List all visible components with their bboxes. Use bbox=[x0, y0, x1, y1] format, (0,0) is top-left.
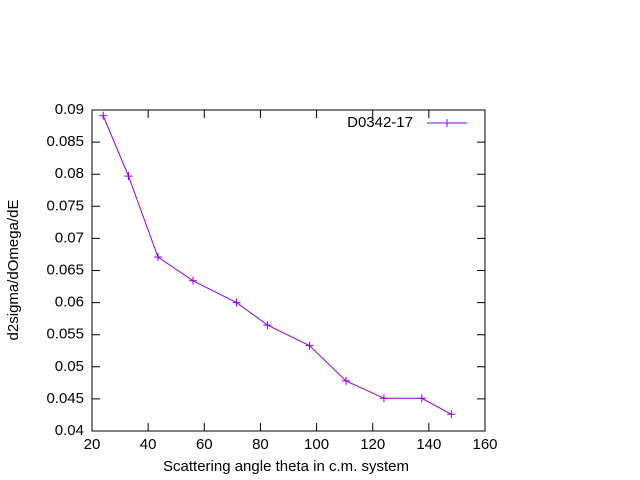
legend-label: D0342-17 bbox=[347, 114, 413, 131]
x-tick-label: 60 bbox=[196, 436, 213, 453]
data-point bbox=[447, 410, 456, 419]
y-axis-label: d2sigma/dOmega/dE bbox=[5, 200, 22, 341]
x-tick-label: 160 bbox=[472, 436, 497, 453]
y-tick-label: 0.065 bbox=[46, 261, 84, 278]
y-tick-label: 0.09 bbox=[55, 101, 84, 118]
data-point bbox=[124, 172, 133, 181]
data-point bbox=[417, 394, 426, 403]
x-tick-label: 40 bbox=[140, 436, 157, 453]
y-tick-label: 0.08 bbox=[55, 165, 84, 182]
legend-swatch bbox=[427, 119, 467, 127]
y-tick-label: 0.07 bbox=[55, 229, 84, 246]
data-point bbox=[263, 321, 272, 330]
x-tick-label: 100 bbox=[304, 436, 329, 453]
x-tick-label: 140 bbox=[416, 436, 441, 453]
y-tick-label: 0.085 bbox=[46, 133, 84, 150]
data-point bbox=[189, 276, 198, 285]
y-tick-label: 0.04 bbox=[55, 422, 84, 439]
x-tick-label: 20 bbox=[84, 436, 101, 453]
y-tick-label: 0.05 bbox=[55, 358, 84, 375]
data-point bbox=[342, 376, 351, 385]
data-point bbox=[153, 253, 162, 262]
plot-border bbox=[91, 109, 486, 432]
y-tick-label: 0.055 bbox=[46, 326, 84, 343]
x-tick-label: 80 bbox=[252, 436, 269, 453]
data-point bbox=[305, 341, 314, 350]
x-axis-label: Scattering angle theta in c.m. system bbox=[163, 458, 409, 475]
data-line bbox=[102, 115, 452, 415]
y-tick-label: 0.06 bbox=[55, 294, 84, 311]
y-tick-label: 0.045 bbox=[46, 390, 84, 407]
data-point bbox=[99, 111, 108, 120]
y-tick-label: 0.075 bbox=[46, 197, 84, 214]
x-tick-label: 120 bbox=[360, 436, 385, 453]
data-point bbox=[379, 394, 388, 403]
data-point bbox=[232, 298, 241, 307]
